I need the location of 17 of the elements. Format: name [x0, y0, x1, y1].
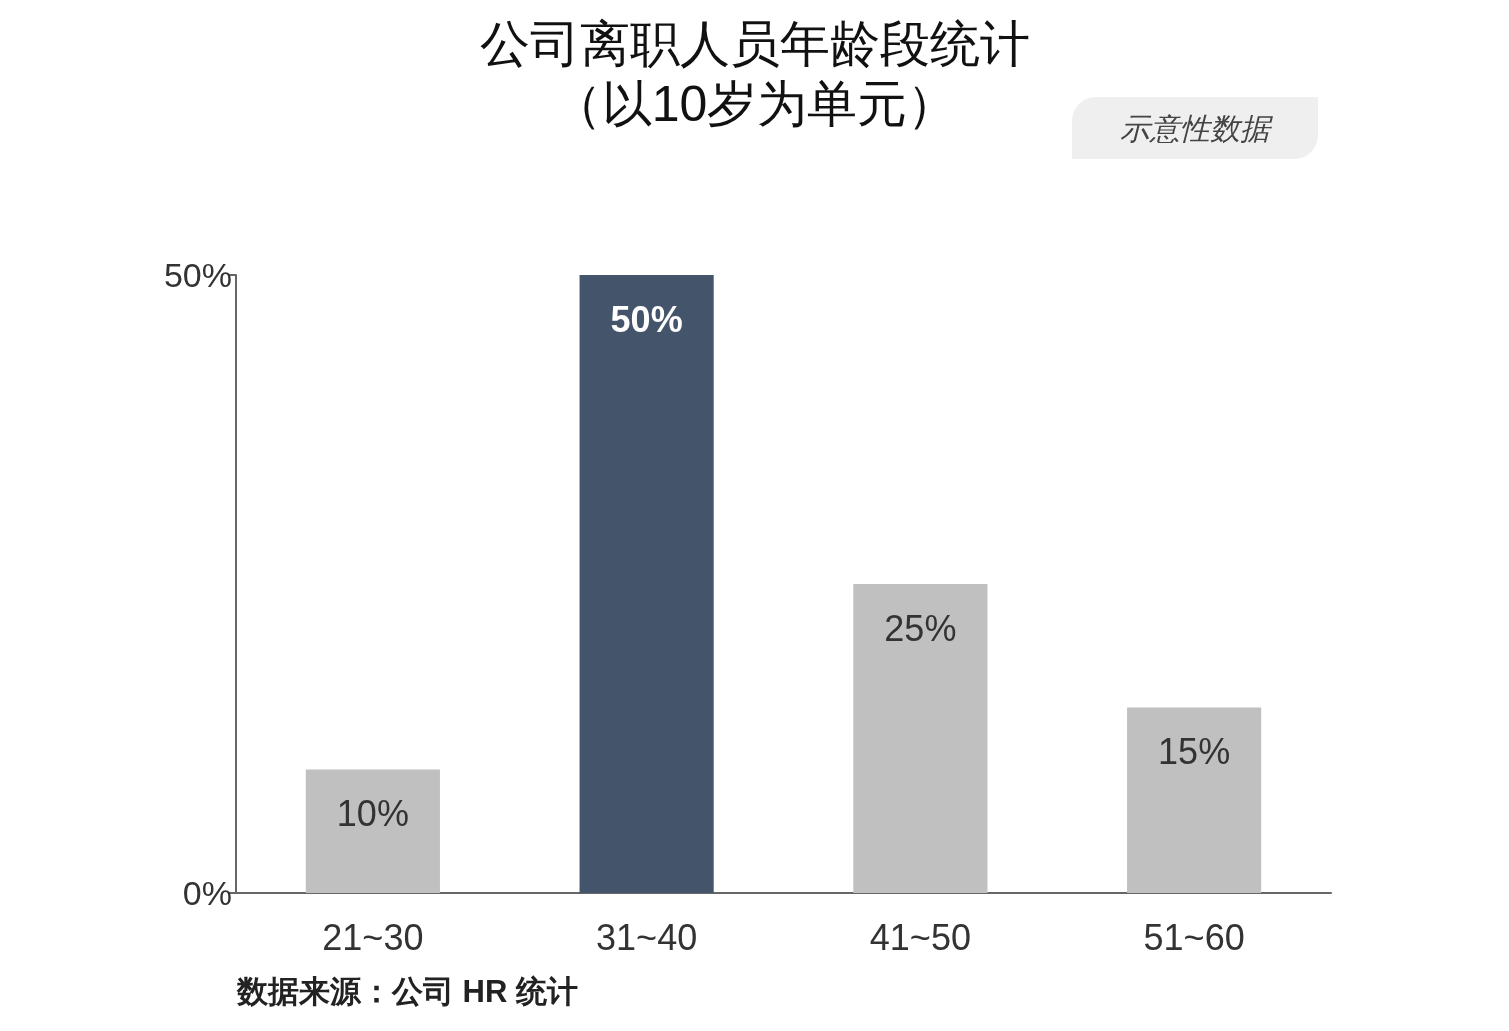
- bar: [579, 275, 714, 893]
- x-tick-label: 21~30: [322, 916, 424, 958]
- data-label: 15%: [1158, 731, 1231, 773]
- x-tick-label: 51~60: [1143, 916, 1245, 958]
- bar: [305, 769, 440, 893]
- data-label: 25%: [884, 607, 957, 649]
- data-label: 10%: [336, 792, 409, 834]
- text: 示意性数据: [1120, 111, 1273, 145]
- data-label: 50%: [610, 298, 683, 340]
- x-tick-label: 41~50: [869, 916, 971, 958]
- y-tick-label: 0%: [182, 874, 232, 912]
- x-tick-label: 31~40: [596, 916, 698, 958]
- chart-title: 公司离职人员年龄段统计: [479, 16, 1030, 72]
- bar: [1127, 707, 1262, 893]
- chart-subtitle: （以10岁为单元）: [551, 76, 958, 132]
- source-note: 数据来源：公司 HR 统计: [236, 974, 578, 1009]
- bar: [853, 584, 988, 893]
